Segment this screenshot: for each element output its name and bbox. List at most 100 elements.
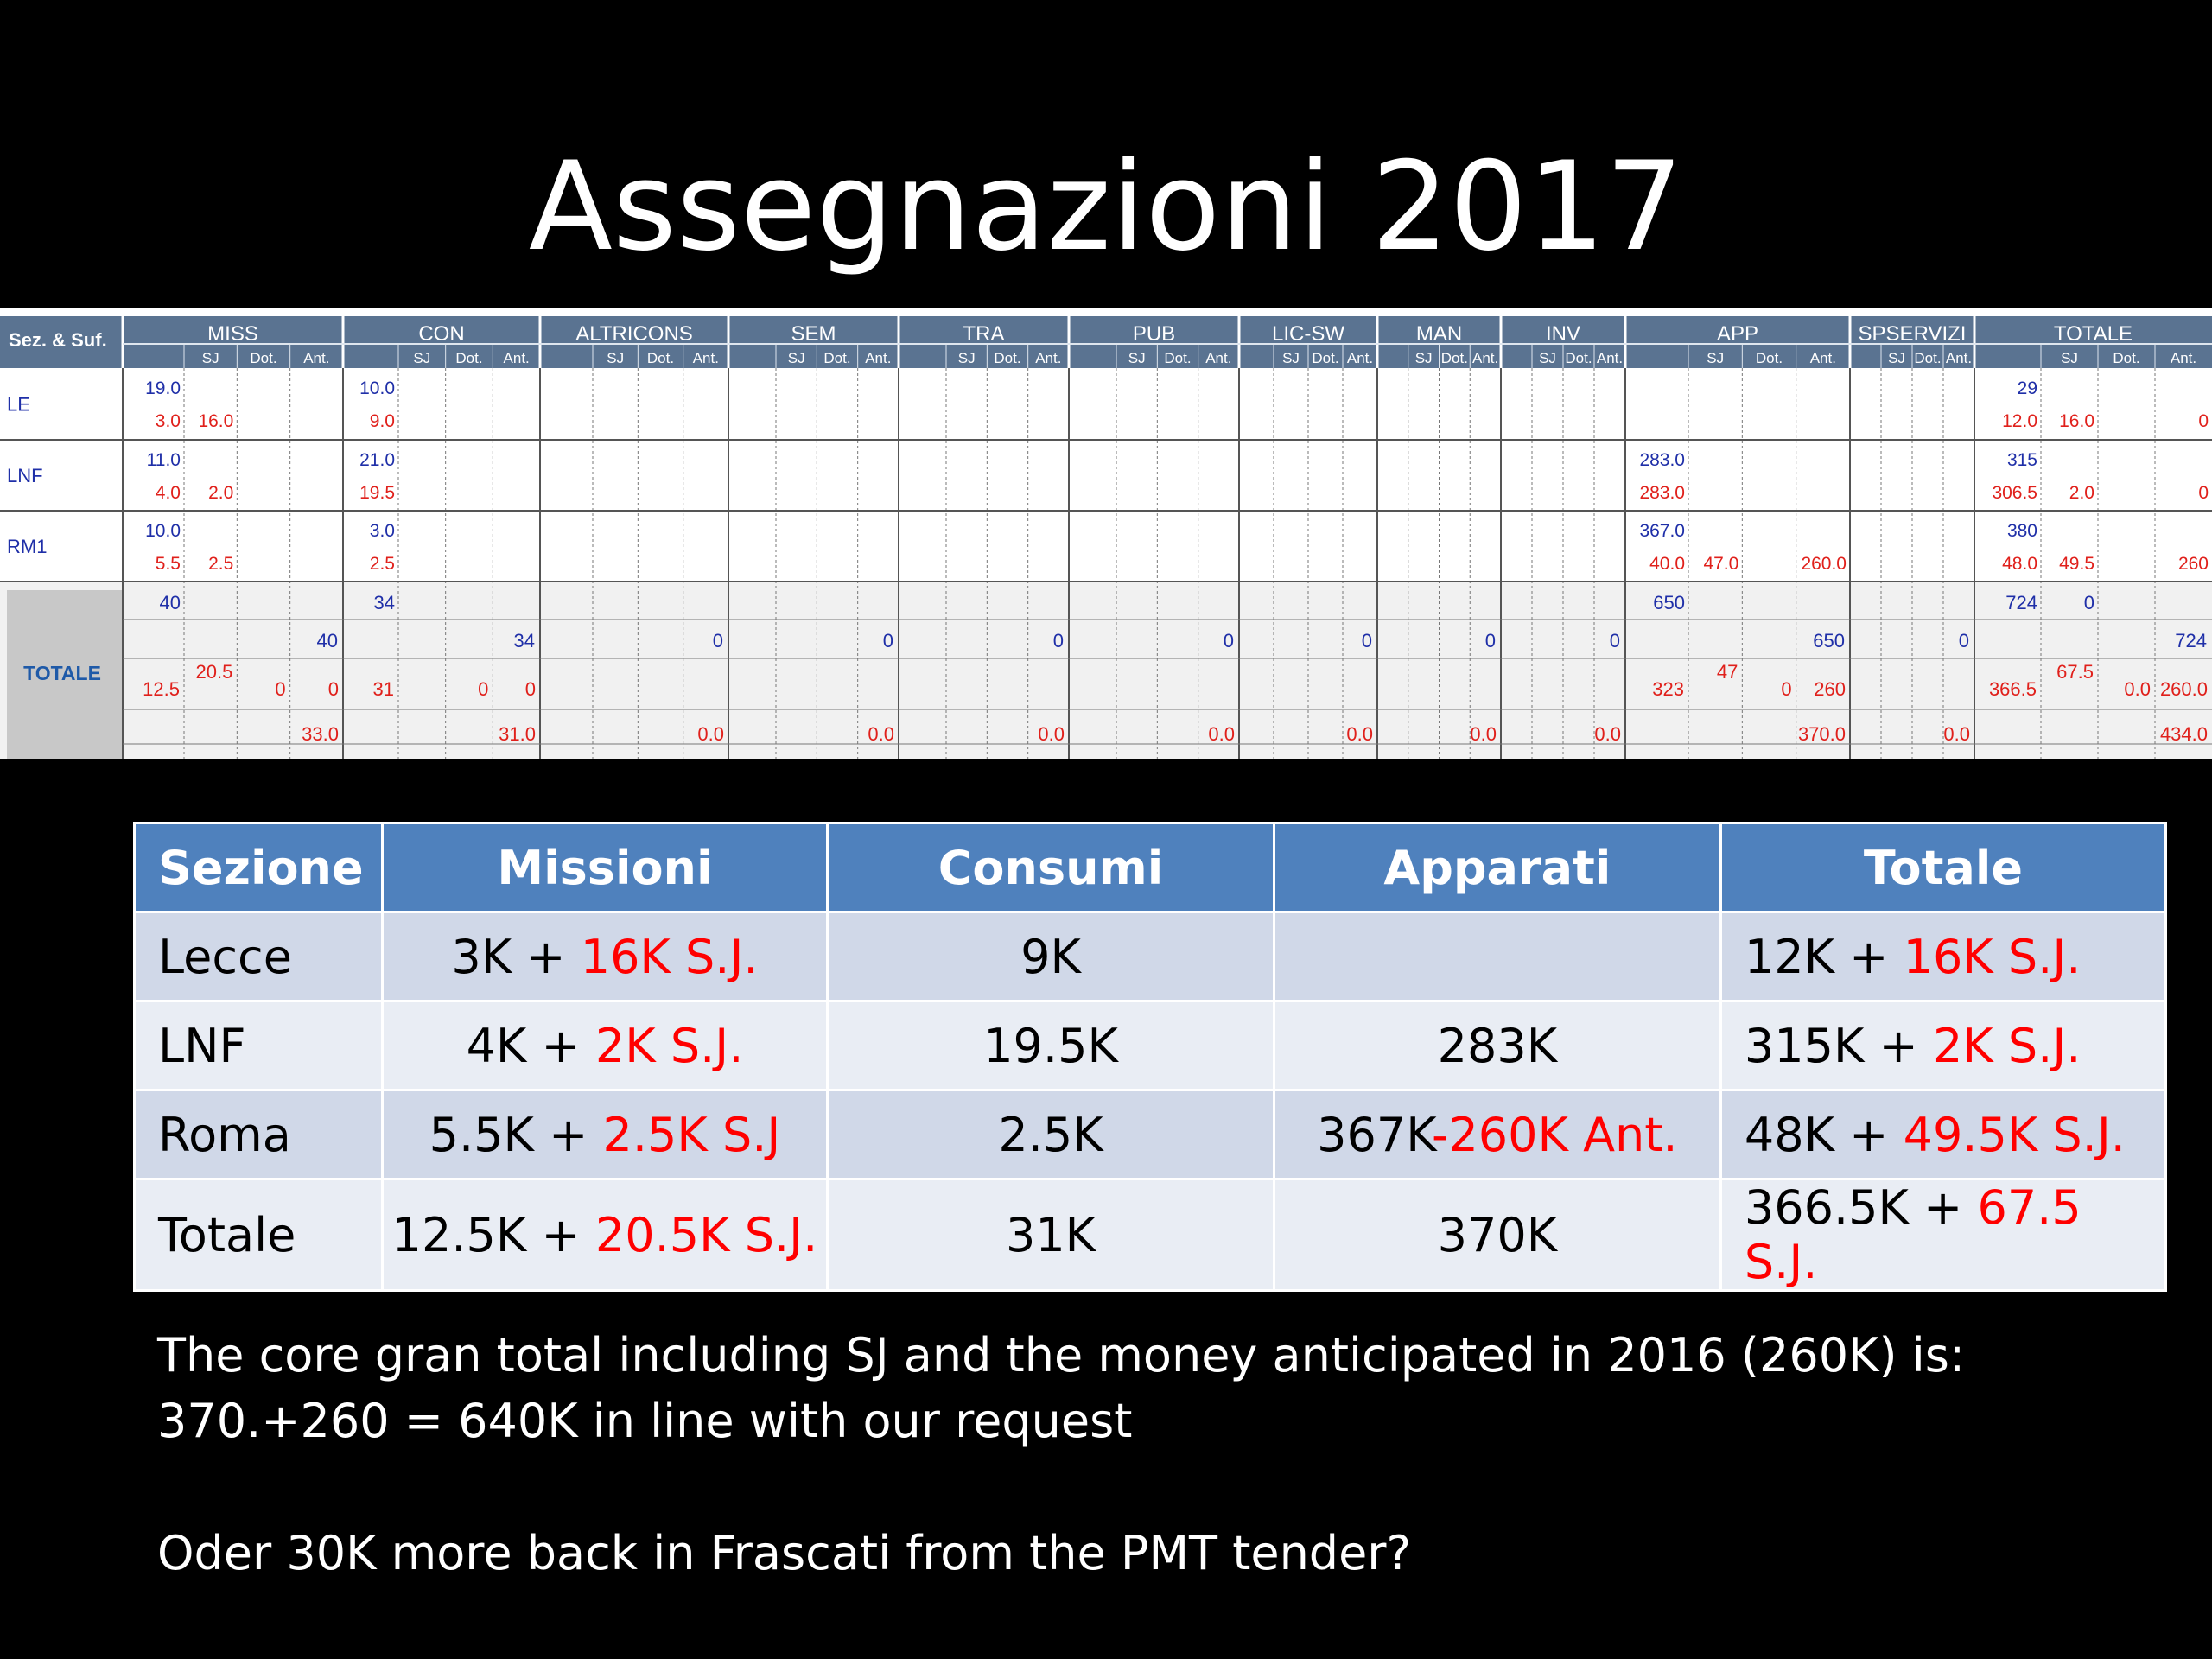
sheet-subheader-label: Dot.: [455, 350, 482, 366]
sheet-cell-value: 9.0: [370, 411, 395, 431]
sheet-group-header: APP: [1717, 322, 1758, 346]
header-consumi: Consumi: [826, 822, 1275, 913]
header-apparati: Apparati: [1272, 822, 1722, 913]
sheet-group-header: SPSERVIZI: [1859, 322, 1967, 346]
sheet-total-r2: 0: [1610, 630, 1620, 652]
sheet-total-r3: 0: [1781, 678, 1791, 700]
sheet-subheader-label: Dot.: [1914, 350, 1941, 366]
sheet-row-label: RM1: [7, 536, 47, 557]
sheet-total-r4: 0.0: [1470, 723, 1497, 745]
sheet-cell-value: 2.5: [370, 554, 395, 574]
sheet-total-r1: 34: [374, 592, 395, 613]
sheet-group-header: INV: [1546, 322, 1580, 346]
sheet-group-header: SEM: [791, 322, 836, 346]
sheet-cell-sj: 2.5: [208, 554, 233, 574]
summary-row-lnf: LNF 4K + 2K S.J. 19.5K 283K 315K + 2K S.…: [133, 1000, 2168, 1091]
sheet-total-r3: 12.5: [143, 678, 180, 700]
sheet-subheader-label: SJ: [1707, 350, 1724, 366]
cell-missioni: 5.5K + 2.5K S.J: [380, 1089, 830, 1180]
sheet-total-r4: 434.0: [2160, 723, 2208, 745]
sheet-cell-sj: 16.0: [2059, 411, 2094, 431]
sheet-header-bar: [0, 316, 2212, 368]
sheet-subheader-label: Dot.: [1441, 350, 1468, 366]
sheet-total-r4: 33.0: [302, 723, 339, 745]
sheet-total-r2: 0: [1959, 630, 1969, 652]
cell-consumi: 9K: [826, 911, 1275, 1002]
cell-missioni: 3K + 16K S.J.: [380, 911, 830, 1002]
sheet-cell-top: 19.0: [145, 378, 181, 398]
sheet-group-header: PUB: [1133, 322, 1175, 346]
sheet-total-r1: 650: [1653, 592, 1685, 613]
summary-row-totale: Totale 12.5K + 20.5K S.J. 31K 370K 366.5…: [133, 1178, 2168, 1292]
summary-table: Sezione Missioni Consumi Apparati Totale…: [133, 822, 2168, 1292]
note-line-1: The core gran total including SJ and the…: [157, 1328, 1966, 1382]
sheet-subheader-label: Dot.: [994, 350, 1020, 366]
sheet-subheader-label: SJ: [958, 350, 976, 366]
cell-totale: 12K + 16K S.J.: [1719, 911, 2168, 1002]
sheet-cell-top: 283.0: [1639, 450, 1685, 470]
sheet-subheader-label: Ant.: [1946, 350, 1972, 366]
sheet-row-label: LE: [7, 394, 30, 416]
sheet-subheader-label: Ant.: [865, 350, 891, 366]
note-line-3: Oder 30K more back in Frascati from the …: [157, 1526, 1412, 1580]
cell-totale: 48K + 49.5K S.J.: [1719, 1089, 2168, 1180]
sheet-total-r3: 0: [478, 678, 488, 700]
sheet-subheader-label: SJ: [202, 350, 219, 366]
summary-row-roma: Roma 5.5K + 2.5K S.J 2.5K 367K-260K Ant.…: [133, 1089, 2168, 1180]
sheet-subheader-label: SJ: [1282, 350, 1300, 366]
sheet-subheader-label: Dot.: [1565, 350, 1592, 366]
sheet-cell-top: 11.0: [147, 450, 181, 470]
sheet-cell-top: 315: [2007, 450, 2037, 470]
sheet-cell-value: 19.5: [359, 483, 395, 503]
sheet-group-header: TOTALE: [2054, 322, 2133, 346]
sheet-cell-value: 3.0: [156, 411, 181, 431]
sheet-group-header: CON: [418, 322, 464, 346]
cell-apparati: 367K-260K Ant.: [1272, 1089, 1722, 1180]
sheet-subheader-label: SJ: [413, 350, 430, 366]
sheet-total-r2: 0: [1485, 630, 1496, 652]
sheet-total-r3: 323: [1652, 678, 1684, 700]
sheet-subheader-label: SJ: [1888, 350, 1905, 366]
sheet-subheader-label: Dot.: [1164, 350, 1191, 366]
cell-consumi: 2.5K: [826, 1089, 1275, 1180]
sheet-cell-top: 29: [2018, 378, 2037, 398]
sheet-total-r4: 0.0: [1038, 723, 1065, 745]
sheet-subheader-label: Ant.: [504, 350, 530, 366]
sheet-corner-label: Sez. & Suf.: [9, 329, 107, 351]
sheet-subheader-label: SJ: [607, 350, 624, 366]
sheet-cell-sj: 49.5: [2059, 554, 2094, 574]
sheet-subheader-label: Dot.: [1756, 350, 1783, 366]
sheet-total-r3: 0: [525, 678, 536, 700]
sheet-total-r3: 20.5: [196, 661, 233, 683]
sheet-total-r2: 34: [514, 630, 535, 652]
sheet-cell-ant: 0: [2198, 483, 2209, 503]
sheet-total-r4: 370.0: [1798, 723, 1846, 745]
sheet-cell-top: 10.0: [359, 378, 395, 398]
cell-sezione: LNF: [133, 1000, 384, 1091]
sheet-total-r3: 31: [373, 678, 394, 700]
sheet-subheader-label: Ant.: [1347, 350, 1373, 366]
cell-apparati: 370K: [1272, 1178, 1722, 1292]
sheet-total-r1: 724: [2005, 592, 2037, 613]
sheet-total-r3: 260: [1814, 678, 1846, 700]
sheet-subheader-label: Ant.: [1810, 350, 1836, 366]
sheet-total-r3: 0: [328, 678, 339, 700]
sheet-total-r4: 0.0: [697, 723, 724, 745]
sheet-total-r2: 40: [317, 630, 338, 652]
sheet-cell-sj: 2.0: [208, 483, 233, 503]
sheet-subheader-label: Dot.: [647, 350, 674, 366]
sheet-cell-top: 10.0: [145, 521, 181, 541]
sheet-total-r3: 0: [275, 678, 285, 700]
sheet-total-r3: 0.0: [2124, 678, 2151, 700]
sheet-total-bg: [0, 582, 2212, 759]
sheet-cell-value: 48.0: [2002, 554, 2037, 574]
cell-sezione: Roma: [133, 1089, 384, 1180]
sheet-subheader-label: Dot.: [823, 350, 850, 366]
sheet-group-header: LIC-SW: [1272, 322, 1344, 346]
sheet-subheader-label: SJ: [1128, 350, 1146, 366]
sheet-subheader-label: SJ: [1539, 350, 1556, 366]
sheet-subheader-label: Ant.: [1597, 350, 1623, 366]
cell-totale: 315K + 2K S.J.: [1719, 1000, 2168, 1091]
sheet-cell-sj: 16.0: [198, 411, 233, 431]
